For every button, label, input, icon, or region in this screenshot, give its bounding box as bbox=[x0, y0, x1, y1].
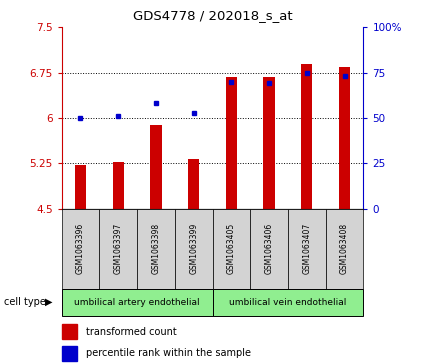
Text: umbilical artery endothelial: umbilical artery endothelial bbox=[74, 298, 200, 307]
Text: percentile rank within the sample: percentile rank within the sample bbox=[86, 348, 251, 358]
Bar bbox=[264, 77, 275, 209]
Bar bbox=[113, 162, 124, 209]
Bar bbox=[75, 165, 86, 209]
Text: GSM1063407: GSM1063407 bbox=[302, 223, 311, 274]
Bar bbox=[99, 209, 137, 289]
Bar bbox=[62, 209, 99, 289]
Text: GSM1063399: GSM1063399 bbox=[189, 223, 198, 274]
Bar bbox=[175, 209, 212, 289]
Text: cell type: cell type bbox=[4, 297, 46, 307]
Bar bbox=[339, 67, 350, 209]
Text: GSM1063405: GSM1063405 bbox=[227, 223, 236, 274]
Text: GSM1063397: GSM1063397 bbox=[114, 223, 123, 274]
Bar bbox=[212, 289, 363, 316]
Bar bbox=[288, 209, 326, 289]
Text: transformed count: transformed count bbox=[86, 327, 176, 337]
Bar bbox=[301, 64, 312, 209]
Bar bbox=[326, 209, 363, 289]
Text: GSM1063398: GSM1063398 bbox=[151, 223, 160, 274]
Bar bbox=[62, 346, 76, 361]
Text: GDS4778 / 202018_s_at: GDS4778 / 202018_s_at bbox=[133, 9, 292, 22]
Bar bbox=[212, 209, 250, 289]
Bar bbox=[150, 125, 162, 209]
Bar bbox=[226, 77, 237, 209]
Text: umbilical vein endothelial: umbilical vein endothelial bbox=[229, 298, 347, 307]
Bar bbox=[62, 289, 212, 316]
Bar bbox=[250, 209, 288, 289]
Bar bbox=[137, 209, 175, 289]
Bar bbox=[188, 159, 199, 209]
Text: GSM1063396: GSM1063396 bbox=[76, 223, 85, 274]
Bar bbox=[62, 324, 76, 339]
Text: GSM1063408: GSM1063408 bbox=[340, 223, 349, 274]
Text: GSM1063406: GSM1063406 bbox=[265, 223, 274, 274]
Text: ▶: ▶ bbox=[45, 297, 53, 307]
